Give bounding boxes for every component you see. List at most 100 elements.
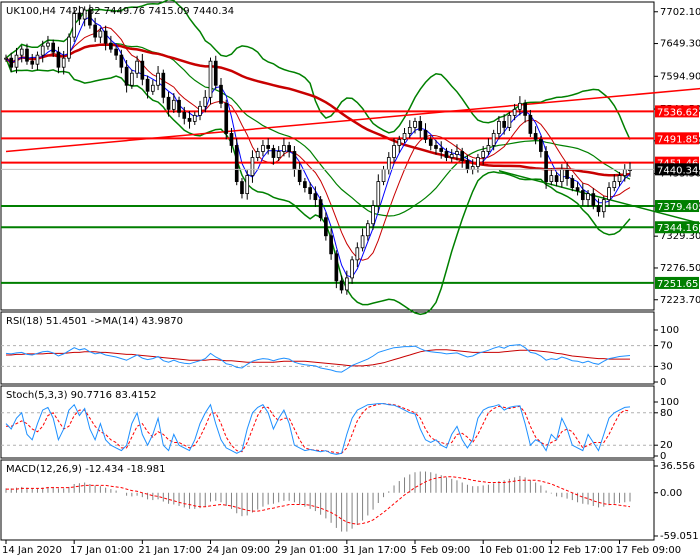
candle-body (250, 157, 255, 176)
current-price-label: 7440.34 (657, 165, 698, 176)
price-pane-title: UK100,H4 7420.82 7449.76 7415.09 7440.34 (6, 6, 234, 17)
candle-body (88, 9, 92, 26)
candle-body (109, 42, 113, 50)
candle-body (145, 78, 150, 92)
macd-axis-label: -59.051 (660, 531, 699, 542)
candle-body (140, 60, 145, 80)
candle-body (444, 151, 449, 158)
candle-body (135, 60, 139, 74)
candle-body (324, 217, 328, 237)
macd-signal-line (6, 476, 631, 525)
candle-body (156, 72, 160, 86)
candle-body (245, 175, 250, 195)
rsi-axis-label: 100 (660, 325, 679, 336)
candle-body (418, 120, 423, 131)
price-axis-label: 7276.50 (660, 263, 700, 274)
candle-body (622, 169, 627, 176)
candle-body (255, 151, 260, 158)
level-price-tag (655, 276, 699, 289)
candle-body (497, 120, 501, 134)
rsi-ma-line (6, 349, 630, 367)
candle-body (575, 187, 580, 192)
candle-body (119, 54, 124, 68)
candle-body (402, 133, 407, 140)
candle-body (171, 99, 176, 110)
time-axis-label: 10 Feb 01:00 (479, 545, 545, 556)
macd-axis-label: 36.556 (660, 461, 695, 472)
candle-body (177, 99, 181, 113)
time-axis-label: 29 Jan 01:00 (275, 545, 338, 556)
candle-body (19, 48, 24, 56)
ma-slow-line (5, 26, 631, 261)
price-axis-label: 7649.30 (660, 39, 700, 50)
level-price-label: 7536.62 (657, 107, 698, 118)
candle-body (560, 169, 564, 182)
candle-body (240, 181, 244, 195)
macd-axis-label: 0.00 (660, 488, 682, 499)
candle-body (350, 259, 354, 279)
candle-body (580, 190, 585, 201)
rsi-pane-title: RSI(18) 51.4501 ->MA(14) 43.9870 (6, 316, 183, 327)
time-axis-label: 17 Feb 09:00 (616, 545, 682, 556)
candle-body (40, 45, 45, 56)
candle-body (35, 54, 40, 65)
bollinger-lower-line (5, 57, 631, 316)
candle-body (203, 96, 208, 107)
candle-body (30, 60, 35, 65)
time-axis-label: 5 Feb 09:00 (411, 545, 470, 556)
price-axis-label: 7702.10 (660, 7, 700, 18)
rsi-pane: 100 70 30 0 (1, 325, 679, 388)
price-axis-label: 7594.90 (660, 71, 700, 82)
candle-body (481, 151, 486, 158)
candle-body (114, 48, 118, 56)
stoch-axis-label: 80 (660, 408, 673, 419)
candle-body (486, 145, 491, 152)
candle-body (93, 24, 97, 38)
candle-body (455, 151, 459, 155)
candle-body (507, 114, 512, 128)
candle-body (56, 51, 61, 68)
level-price-label: 7379.40 (657, 202, 698, 213)
candle-body (72, 12, 76, 38)
candle-body (465, 160, 470, 170)
candle-body (224, 102, 229, 134)
candle-body (292, 151, 297, 170)
candle-body (103, 30, 108, 44)
candle-body (150, 84, 155, 92)
candle-body (570, 178, 575, 189)
candle-body (533, 133, 538, 140)
time-axis-label: 24 Jan 09:00 (207, 545, 270, 556)
candle-body (98, 30, 103, 38)
candle-body (130, 72, 134, 86)
candle-body (413, 120, 417, 128)
time-axis-label: 21 Jan 17:00 (138, 545, 201, 556)
candle-body (392, 145, 396, 158)
candle-body (51, 42, 56, 53)
candle-body (386, 157, 391, 170)
stoch-axis-label: 100 (660, 397, 679, 408)
trendline (498, 170, 700, 225)
candle-body (187, 117, 192, 122)
stoch-axis-label: 20 (660, 440, 673, 451)
candle-body (539, 139, 543, 152)
candle-body (213, 60, 218, 86)
candle-body (25, 48, 29, 62)
candle-body (234, 145, 239, 182)
candle-body (460, 151, 465, 161)
candle-body (161, 72, 166, 98)
candle-body (124, 66, 129, 86)
price-pane: 7702.107649.307594.907540.507487.707433.… (1, 0, 700, 316)
level-price-tag (655, 132, 699, 145)
candle-body (61, 57, 66, 68)
candle-body (491, 133, 496, 146)
candle-body (544, 151, 548, 182)
candle-body (376, 181, 381, 207)
candle-body (329, 235, 333, 255)
candle-body (208, 60, 213, 98)
candle-body (318, 199, 323, 219)
candle-body (303, 181, 307, 189)
